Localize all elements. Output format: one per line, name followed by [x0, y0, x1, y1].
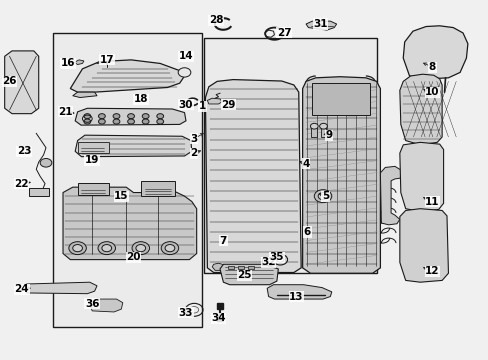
- Text: 14: 14: [178, 51, 193, 61]
- Circle shape: [161, 242, 178, 255]
- Bar: [78, 142, 109, 153]
- Polygon shape: [399, 209, 447, 282]
- Polygon shape: [207, 98, 222, 104]
- Text: 9: 9: [325, 130, 332, 140]
- Polygon shape: [399, 74, 441, 145]
- Circle shape: [84, 119, 91, 124]
- Polygon shape: [305, 21, 336, 30]
- Circle shape: [310, 123, 318, 129]
- Text: 26: 26: [2, 76, 17, 86]
- Bar: [141, 181, 174, 196]
- Text: 13: 13: [288, 292, 303, 302]
- Circle shape: [113, 114, 120, 119]
- Polygon shape: [26, 282, 97, 294]
- Bar: [228, 266, 234, 269]
- Circle shape: [314, 190, 331, 203]
- Text: 7: 7: [219, 236, 226, 246]
- Bar: [238, 266, 244, 269]
- Text: 11: 11: [424, 197, 439, 207]
- Polygon shape: [205, 80, 301, 273]
- Polygon shape: [75, 135, 191, 157]
- Text: 30: 30: [179, 100, 193, 110]
- Text: 19: 19: [85, 155, 99, 165]
- Circle shape: [40, 158, 52, 167]
- Polygon shape: [380, 166, 403, 225]
- Text: 32: 32: [261, 257, 275, 267]
- Circle shape: [98, 242, 115, 255]
- Polygon shape: [70, 60, 184, 92]
- Bar: [262, 258, 274, 265]
- Circle shape: [69, 242, 86, 255]
- Text: 34: 34: [211, 313, 225, 323]
- Text: 3: 3: [190, 134, 198, 144]
- Circle shape: [178, 68, 190, 77]
- Bar: [78, 183, 109, 195]
- Text: 5: 5: [321, 191, 328, 201]
- Text: 6: 6: [303, 227, 310, 237]
- Bar: [247, 266, 253, 269]
- Text: 12: 12: [424, 266, 439, 276]
- Polygon shape: [73, 92, 97, 98]
- Bar: [320, 126, 326, 137]
- Polygon shape: [74, 60, 84, 64]
- Polygon shape: [42, 160, 50, 165]
- Text: 21: 21: [58, 107, 73, 117]
- Text: 31: 31: [313, 19, 327, 29]
- Polygon shape: [399, 142, 443, 212]
- Bar: [53, 33, 201, 327]
- Text: 23: 23: [17, 146, 31, 156]
- Text: 10: 10: [424, 87, 439, 97]
- Bar: [29, 188, 49, 196]
- Polygon shape: [212, 263, 224, 270]
- Text: 2: 2: [190, 148, 198, 158]
- Circle shape: [142, 119, 149, 124]
- Circle shape: [98, 119, 105, 124]
- Text: 22: 22: [15, 179, 29, 189]
- Circle shape: [157, 119, 163, 124]
- Polygon shape: [90, 299, 122, 312]
- Bar: [312, 83, 369, 116]
- Circle shape: [127, 114, 134, 119]
- Polygon shape: [302, 77, 380, 273]
- Text: 20: 20: [126, 252, 141, 262]
- Text: 25: 25: [237, 270, 251, 280]
- Text: 35: 35: [269, 252, 284, 262]
- Text: 28: 28: [208, 15, 223, 26]
- Circle shape: [98, 114, 105, 119]
- Polygon shape: [75, 108, 185, 125]
- Text: 27: 27: [276, 28, 291, 38]
- Circle shape: [142, 114, 149, 119]
- Bar: [203, 39, 376, 273]
- Circle shape: [276, 257, 283, 262]
- Text: 18: 18: [133, 94, 148, 104]
- Circle shape: [73, 244, 82, 252]
- Circle shape: [127, 119, 134, 124]
- Text: 1: 1: [199, 102, 206, 112]
- Polygon shape: [403, 26, 467, 79]
- Circle shape: [165, 244, 174, 252]
- Text: 15: 15: [114, 191, 128, 201]
- Circle shape: [84, 114, 91, 119]
- Text: 36: 36: [85, 299, 99, 309]
- Text: 29: 29: [221, 100, 235, 110]
- Circle shape: [157, 114, 163, 119]
- Circle shape: [272, 254, 287, 265]
- Circle shape: [102, 244, 111, 252]
- Text: 8: 8: [428, 62, 435, 72]
- Polygon shape: [63, 187, 196, 260]
- Polygon shape: [220, 264, 278, 285]
- Polygon shape: [5, 51, 39, 114]
- Circle shape: [318, 193, 327, 200]
- Text: 24: 24: [14, 284, 29, 294]
- Circle shape: [136, 244, 145, 252]
- Text: 17: 17: [99, 55, 114, 65]
- Polygon shape: [266, 285, 331, 299]
- Bar: [311, 126, 317, 137]
- Circle shape: [132, 242, 149, 255]
- Circle shape: [319, 123, 327, 129]
- Circle shape: [113, 119, 120, 124]
- Text: 33: 33: [179, 308, 193, 318]
- Text: 16: 16: [61, 58, 75, 68]
- Text: 4: 4: [302, 159, 309, 169]
